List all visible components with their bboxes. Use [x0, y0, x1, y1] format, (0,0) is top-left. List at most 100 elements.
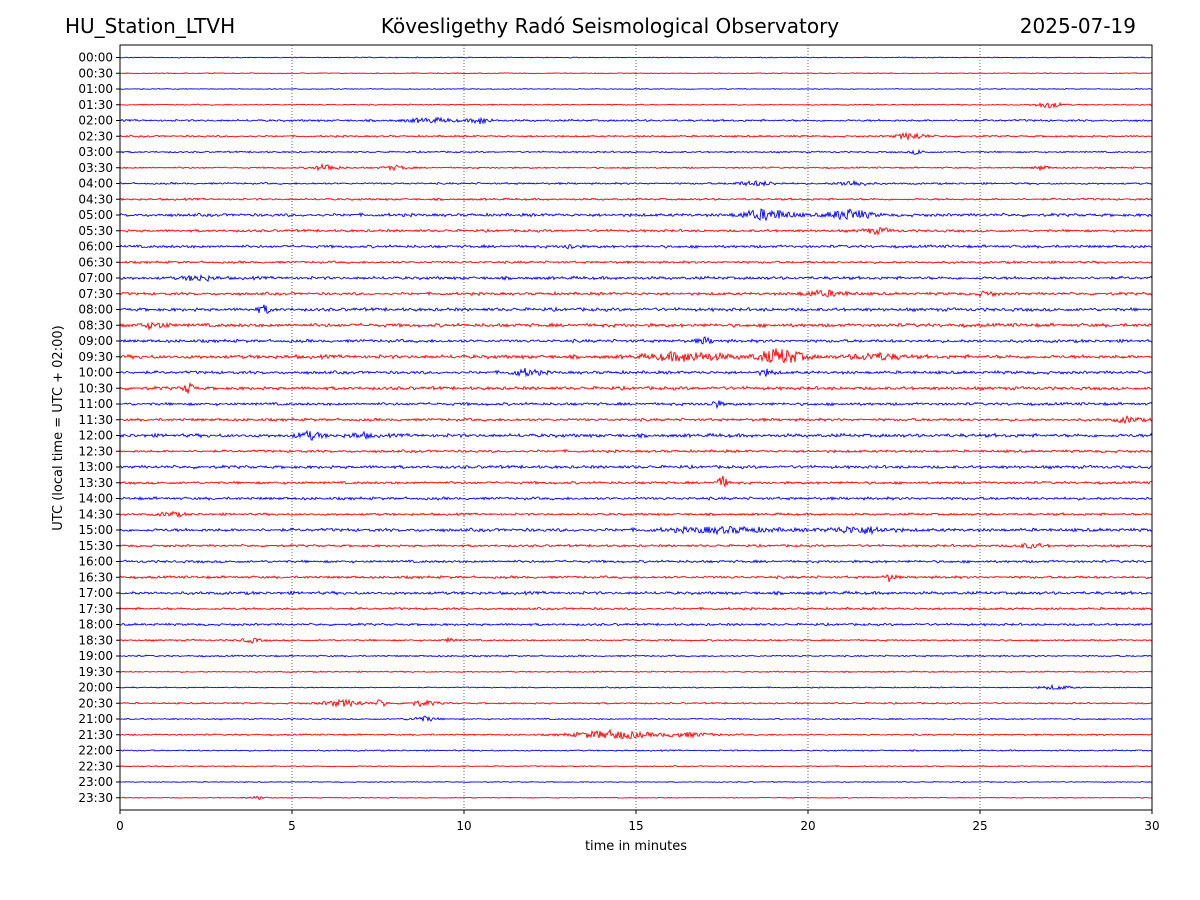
trace-1430 — [119, 510, 1153, 518]
x-tick-label: 5 — [288, 819, 296, 833]
trace-0230 — [119, 131, 1153, 141]
trace-2130 — [119, 728, 1153, 740]
trace-0030 — [119, 72, 1153, 75]
trace-0900 — [119, 336, 1153, 345]
y-axis-label: UTC (local time = UTC + 02:00) — [51, 325, 66, 530]
trace-1300 — [119, 464, 1153, 470]
x-tick-label: 15 — [628, 819, 643, 833]
trace-0300 — [119, 148, 1153, 155]
trace-1100 — [119, 400, 1153, 410]
trace-2330 — [119, 795, 1153, 800]
y-tick-label: 13:00 — [78, 460, 113, 474]
x-axis-label: time in minutes — [585, 839, 687, 854]
y-tick-label: 21:00 — [78, 712, 113, 726]
trace-0800 — [119, 304, 1153, 314]
trace-0400 — [119, 179, 1153, 188]
y-tick-label: 03:30 — [78, 161, 113, 175]
y-tick-label: 10:30 — [78, 381, 113, 395]
y-tick-label: 13:30 — [78, 476, 113, 490]
y-tick-label: 06:00 — [78, 240, 113, 254]
trace-1530 — [119, 542, 1153, 550]
trace-1600 — [119, 559, 1153, 564]
y-tick-label: 05:00 — [78, 208, 113, 222]
trace-2230 — [119, 764, 1153, 768]
y-tick-label: 08:30 — [78, 318, 113, 332]
trace-0500 — [119, 208, 1153, 222]
trace-1730 — [119, 606, 1153, 611]
trace-0930 — [119, 348, 1153, 364]
y-tick-label: 09:00 — [78, 334, 113, 348]
vertical-gridlines — [291, 45, 981, 810]
x-axis-ticks: 0 5 10 15 20 25 30 — [116, 810, 1160, 833]
trace-0100 — [119, 87, 1153, 91]
y-tick-label: 14:30 — [78, 507, 113, 521]
y-tick-label: 00:30 — [78, 66, 113, 80]
y-tick-label: 19:30 — [78, 665, 113, 679]
y-tick-label: 15:00 — [78, 523, 113, 537]
y-tick-label: 11:00 — [78, 397, 113, 411]
trace-0830 — [119, 321, 1153, 331]
trace-1830 — [119, 636, 1153, 644]
y-tick-label: 05:30 — [78, 224, 113, 238]
y-tick-label: 03:00 — [78, 145, 113, 159]
trace-0630 — [119, 260, 1153, 265]
trace-1930 — [119, 670, 1153, 674]
x-tick-label: 0 — [116, 819, 124, 833]
trace-1500 — [119, 525, 1153, 536]
y-tick-label: 12:00 — [78, 429, 113, 443]
seismic-traces — [119, 56, 1153, 800]
trace-2300 — [119, 780, 1153, 784]
x-tick-label: 10 — [456, 819, 471, 833]
trace-0430 — [119, 197, 1153, 202]
trace-1900 — [119, 654, 1153, 658]
y-tick-label: 18:30 — [78, 633, 113, 647]
y-tick-label: 02:30 — [78, 129, 113, 143]
chart-title: Kövesligethy Radó Seismological Observat… — [380, 14, 840, 38]
trace-1330 — [119, 475, 1153, 489]
trace-0000 — [119, 56, 1153, 59]
trace-1630 — [119, 573, 1153, 582]
trace-2030 — [119, 698, 1153, 708]
y-tick-label: 01:00 — [78, 82, 113, 96]
y-tick-label: 22:00 — [78, 744, 113, 758]
chart-date: 2025-07-19 — [1019, 14, 1136, 38]
trace-1130 — [119, 414, 1153, 425]
y-tick-label: 16:00 — [78, 555, 113, 569]
trace-1030 — [119, 381, 1153, 394]
y-tick-label: 17:00 — [78, 586, 113, 600]
trace-2000 — [119, 683, 1153, 691]
trace-0130 — [119, 101, 1153, 110]
trace-0200 — [119, 116, 1153, 125]
trace-2200 — [119, 749, 1153, 753]
trace-1200 — [119, 429, 1153, 442]
y-tick-label: 16:30 — [78, 570, 113, 584]
y-tick-label: 23:30 — [78, 791, 113, 805]
station-name: HU_Station_LTVH — [65, 14, 236, 38]
trace-1700 — [119, 590, 1153, 597]
y-tick-label: 08:00 — [78, 303, 113, 317]
trace-2100 — [119, 715, 1153, 723]
trace-1800 — [119, 622, 1153, 627]
y-tick-label: 11:30 — [78, 413, 113, 427]
y-tick-label: 12:30 — [78, 444, 113, 458]
trace-0600 — [119, 243, 1153, 250]
y-tick-label: 18:00 — [78, 618, 113, 632]
y-tick-label: 07:00 — [78, 271, 113, 285]
trace-1400 — [119, 496, 1153, 502]
trace-0700 — [119, 273, 1153, 283]
y-tick-label: 02:00 — [78, 114, 113, 128]
y-tick-label: 04:00 — [78, 177, 113, 191]
y-tick-label: 19:00 — [78, 649, 113, 663]
y-tick-label: 17:30 — [78, 602, 113, 616]
y-tick-label: 10:00 — [78, 366, 113, 380]
trace-1230 — [119, 448, 1153, 454]
y-tick-label: 00:00 — [78, 51, 113, 65]
y-tick-label: 01:30 — [78, 98, 113, 112]
y-tick-label: 23:00 — [78, 775, 113, 789]
trace-0530 — [119, 226, 1153, 236]
plot-frame — [119, 44, 1153, 811]
y-tick-label: 15:30 — [78, 539, 113, 553]
y-tick-label: 20:00 — [78, 681, 113, 695]
